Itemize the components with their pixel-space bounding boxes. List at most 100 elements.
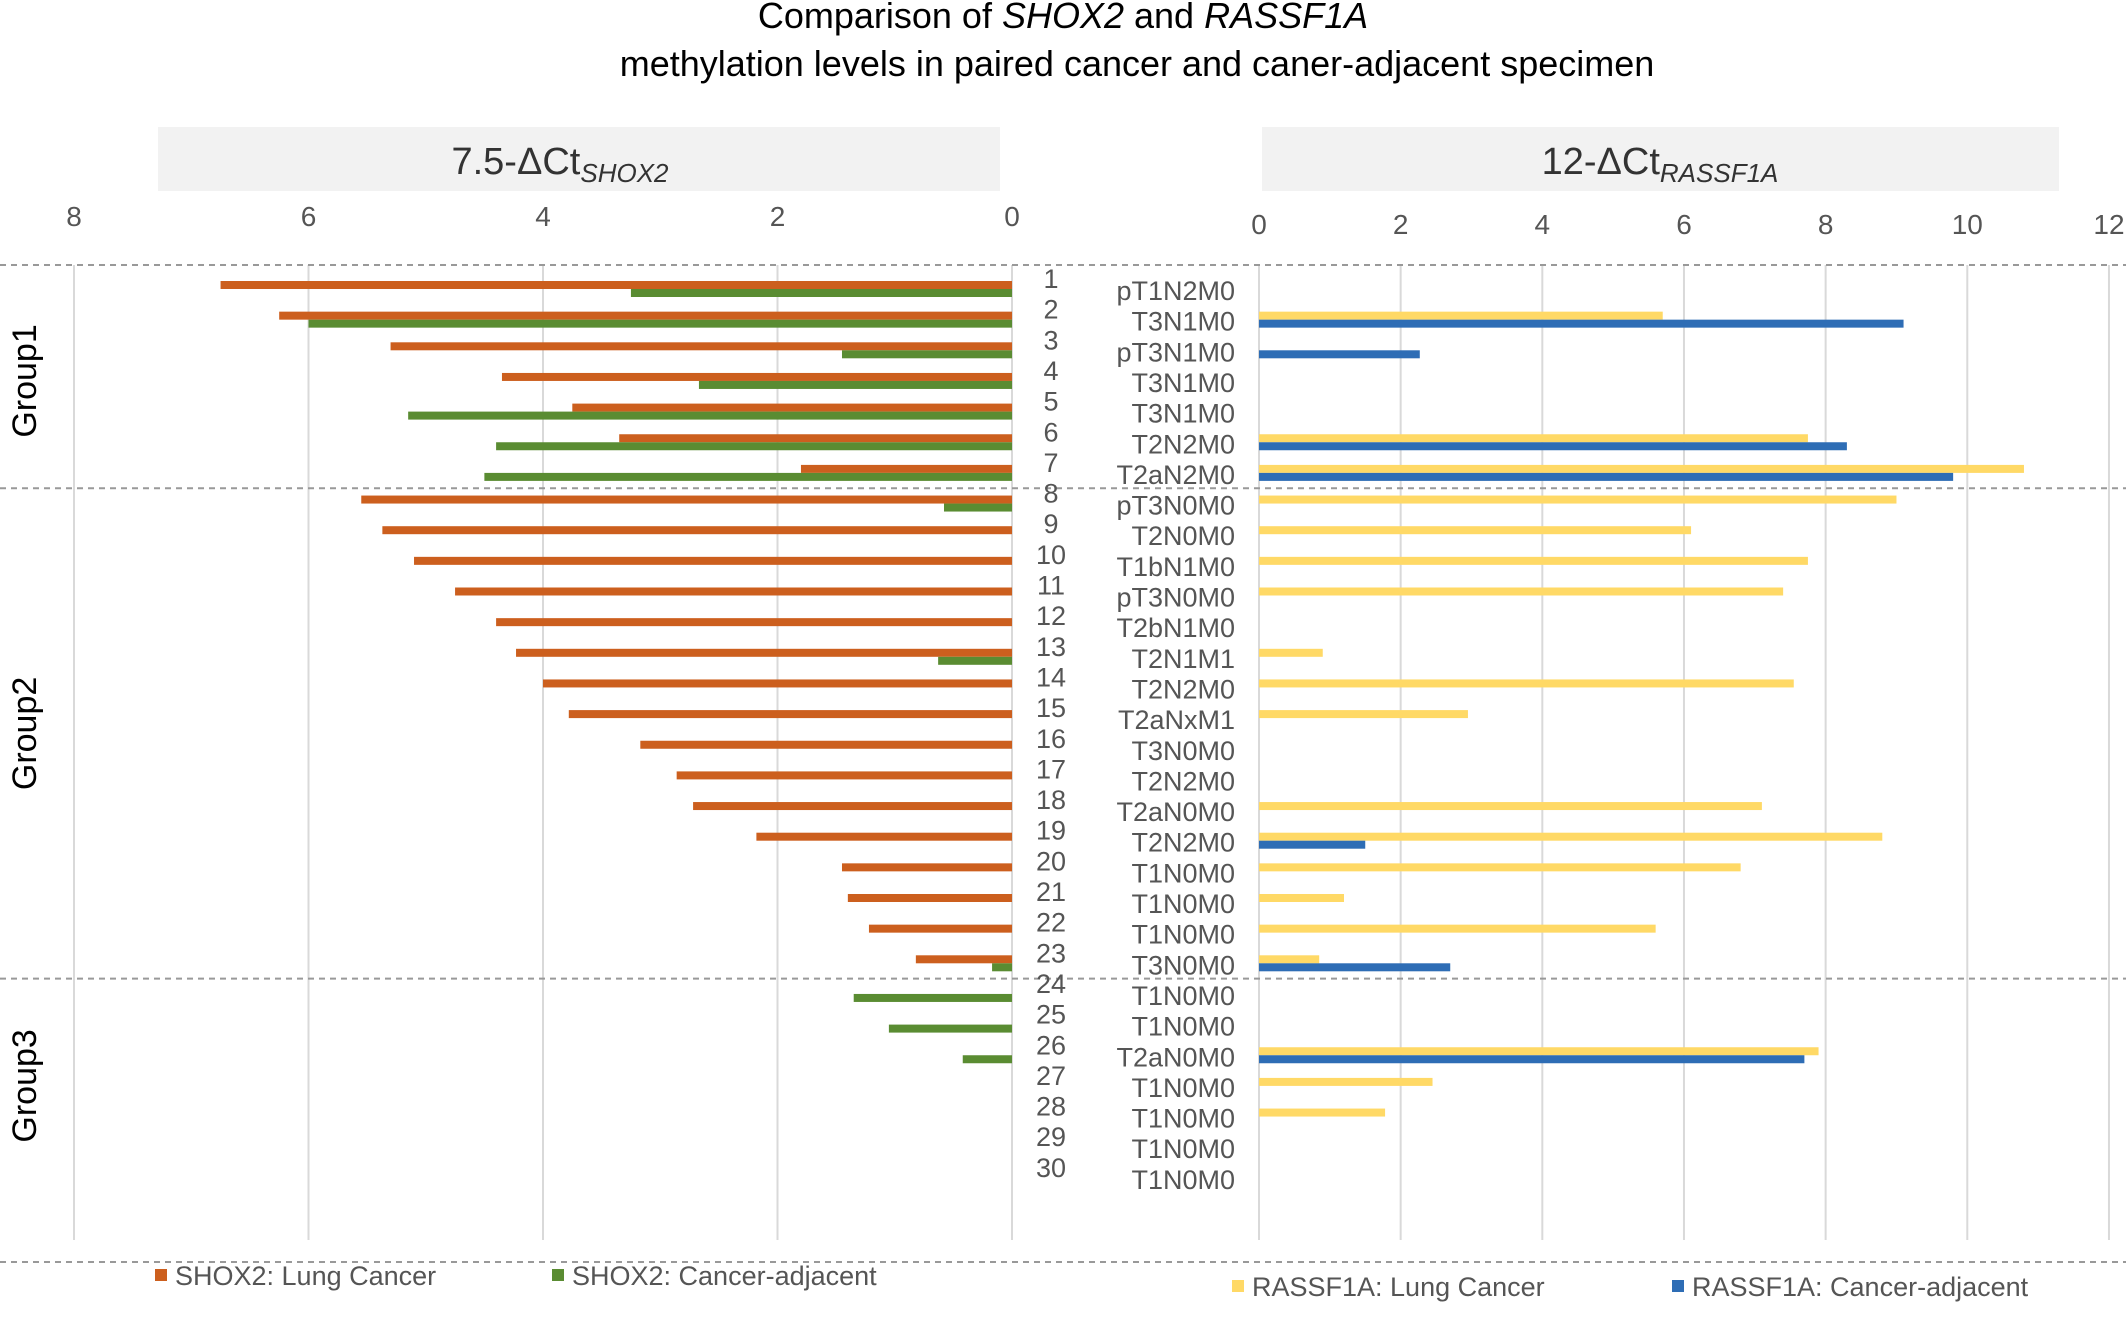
legend: SHOX2: Lung Cancer SHOX2: Cancer-adjacent… bbox=[155, 1261, 2029, 1302]
left-header-main: 7.5-ΔCt bbox=[451, 141, 580, 183]
case-number: 6 bbox=[1043, 417, 1058, 447]
bar-shox2-lung-case-5 bbox=[572, 403, 1012, 412]
left-tick-label: 2 bbox=[770, 201, 786, 232]
case-stage: T1N0M0 bbox=[1131, 1104, 1235, 1134]
title-part-shox2: SHOX2 bbox=[1002, 0, 1124, 36]
case-labels: 1 pT1N2M0 2 T3N1M0 3 pT3N1M0 4 T3N1M0 5 T3N1M0 6 T2… bbox=[1036, 264, 1235, 1195]
legend-label: RASSF1A: Lung Cancer bbox=[1252, 1272, 1545, 1302]
left-tick-label: 4 bbox=[535, 201, 551, 232]
right-header-main: 12-ΔCt bbox=[1542, 141, 1661, 183]
bar-shox2-adjacent-case-23 bbox=[992, 963, 1012, 972]
group-separators: Group1 Group2 Group3 bbox=[0, 264, 2126, 1263]
bar-rassf1a-lung-case-23 bbox=[1259, 955, 1320, 964]
bar-rassf1a-adjacent-case-7 bbox=[1259, 472, 1954, 481]
bar-shox2-lung-case-11 bbox=[455, 587, 1012, 596]
case-stage: T1N0M0 bbox=[1131, 858, 1235, 888]
bar-rassf1a-adjacent-case-3 bbox=[1259, 350, 1420, 359]
bar-shox2-lung-case-6 bbox=[619, 434, 1012, 443]
bar-rassf1a-lung-case-10 bbox=[1259, 556, 1808, 565]
legend-swatch bbox=[1672, 1280, 1684, 1292]
case-stage: T2aN0M0 bbox=[1116, 1042, 1235, 1072]
bar-shox2-adjacent-case-24 bbox=[853, 993, 1012, 1002]
bar-rassf1a-adjacent-case-2 bbox=[1259, 319, 1904, 328]
bar-shox2-lung-case-3 bbox=[390, 342, 1012, 351]
bar-shox2-lung-case-18 bbox=[693, 802, 1012, 811]
left-tick-label: 0 bbox=[1004, 201, 1020, 232]
bar-shox2-lung-case-8 bbox=[361, 495, 1012, 504]
case-number: 15 bbox=[1036, 693, 1066, 723]
group-label: Group1 bbox=[6, 324, 44, 437]
case-number: 23 bbox=[1036, 938, 1066, 968]
case-number: 18 bbox=[1036, 785, 1066, 815]
title-part-1: Comparison of bbox=[758, 0, 1002, 36]
bar-rassf1a-lung-case-26 bbox=[1259, 1047, 1819, 1056]
bar-rassf1a-lung-case-20 bbox=[1259, 863, 1741, 872]
case-stage: T3N1M0 bbox=[1131, 399, 1235, 429]
bar-rassf1a-lung-case-2 bbox=[1259, 311, 1663, 320]
case-stage: pT1N2M0 bbox=[1116, 276, 1235, 306]
case-stage: T2N2M0 bbox=[1131, 674, 1235, 704]
case-stage: T1bN1M0 bbox=[1116, 552, 1235, 582]
case-stage: T1N0M0 bbox=[1131, 1012, 1235, 1042]
case-number: 10 bbox=[1036, 540, 1066, 570]
case-number: 28 bbox=[1036, 1092, 1066, 1122]
group-label: Group3 bbox=[6, 1029, 44, 1142]
axis-ticks: 8 6 4 2 0 0 2 4 6 8 10 12 bbox=[66, 201, 2124, 240]
right-tick-label: 8 bbox=[1818, 209, 1834, 240]
case-number: 26 bbox=[1036, 1030, 1066, 1060]
right-header-sub: RASSF1A bbox=[1660, 158, 1779, 188]
legend-label: SHOX2: Lung Cancer bbox=[175, 1261, 436, 1291]
left-tick-label: 6 bbox=[301, 201, 317, 232]
case-stage: T2aNxM1 bbox=[1118, 705, 1235, 735]
bar-rassf1a-lung-case-9 bbox=[1259, 526, 1692, 535]
case-number: 7 bbox=[1043, 448, 1058, 478]
right-panel-header-bg bbox=[1262, 127, 2059, 191]
right-tick-label: 12 bbox=[2093, 209, 2124, 240]
case-number: 20 bbox=[1036, 846, 1066, 876]
case-stage: pT3N0M0 bbox=[1116, 491, 1235, 521]
case-number: 25 bbox=[1036, 1000, 1066, 1030]
case-stage: T3N1M0 bbox=[1131, 368, 1235, 398]
bar-shox2-lung-case-20 bbox=[841, 863, 1012, 872]
bar-shox2-lung-case-10 bbox=[414, 556, 1012, 565]
gridlines bbox=[73, 265, 2110, 1240]
bar-rassf1a-adjacent-case-26 bbox=[1259, 1055, 1805, 1064]
bar-rassf1a-lung-case-6 bbox=[1259, 434, 1808, 443]
case-stage: pT3N0M0 bbox=[1116, 583, 1235, 613]
left-panel-header-bg bbox=[158, 127, 1000, 191]
case-number: 1 bbox=[1043, 264, 1058, 294]
bar-rassf1a-adjacent-case-6 bbox=[1259, 442, 1847, 451]
bar-rassf1a-lung-case-15 bbox=[1259, 710, 1468, 719]
case-number: 9 bbox=[1043, 509, 1058, 539]
bar-shox2-adjacent-case-7 bbox=[484, 472, 1012, 481]
bar-rassf1a-lung-case-28 bbox=[1259, 1108, 1386, 1117]
case-stage: T3N1M0 bbox=[1131, 307, 1235, 337]
left-header-sub: SHOX2 bbox=[580, 158, 669, 188]
title-part-rassf1a: RASSF1A bbox=[1204, 0, 1368, 36]
bar-shox2-adjacent-case-13 bbox=[938, 656, 1012, 665]
case-stage: T1N0M0 bbox=[1131, 981, 1235, 1011]
case-stage: T1N0M0 bbox=[1131, 1073, 1235, 1103]
bar-shox2-lung-case-16 bbox=[640, 740, 1012, 749]
case-stage: T2N0M0 bbox=[1131, 521, 1235, 551]
title-part-3: and bbox=[1124, 0, 1204, 36]
case-stage: T2bN1M0 bbox=[1116, 613, 1235, 643]
case-number: 13 bbox=[1036, 632, 1066, 662]
case-number: 29 bbox=[1036, 1122, 1066, 1152]
case-number: 19 bbox=[1036, 816, 1066, 846]
case-number: 11 bbox=[1037, 571, 1065, 601]
right-tick-label: 6 bbox=[1676, 209, 1692, 240]
bar-shox2-lung-case-19 bbox=[756, 832, 1012, 841]
case-stage: T2aN0M0 bbox=[1116, 797, 1235, 827]
left-tick-label: 8 bbox=[66, 201, 82, 232]
left-panel-header: 7.5-ΔCtSHOX2 bbox=[451, 141, 669, 188]
bar-shox2-adjacent-case-3 bbox=[841, 350, 1012, 359]
case-stage: T3N0M0 bbox=[1131, 736, 1235, 766]
legend-label: SHOX2: Cancer-adjacent bbox=[572, 1261, 877, 1291]
bar-shox2-adjacent-case-6 bbox=[496, 442, 1013, 451]
case-number: 14 bbox=[1036, 662, 1066, 692]
bar-shox2-adjacent-case-4 bbox=[698, 380, 1012, 389]
bar-rassf1a-lung-case-14 bbox=[1259, 679, 1794, 688]
bar-rassf1a-adjacent-case-19 bbox=[1259, 840, 1366, 849]
bar-rassf1a-lung-case-19 bbox=[1259, 832, 1883, 841]
